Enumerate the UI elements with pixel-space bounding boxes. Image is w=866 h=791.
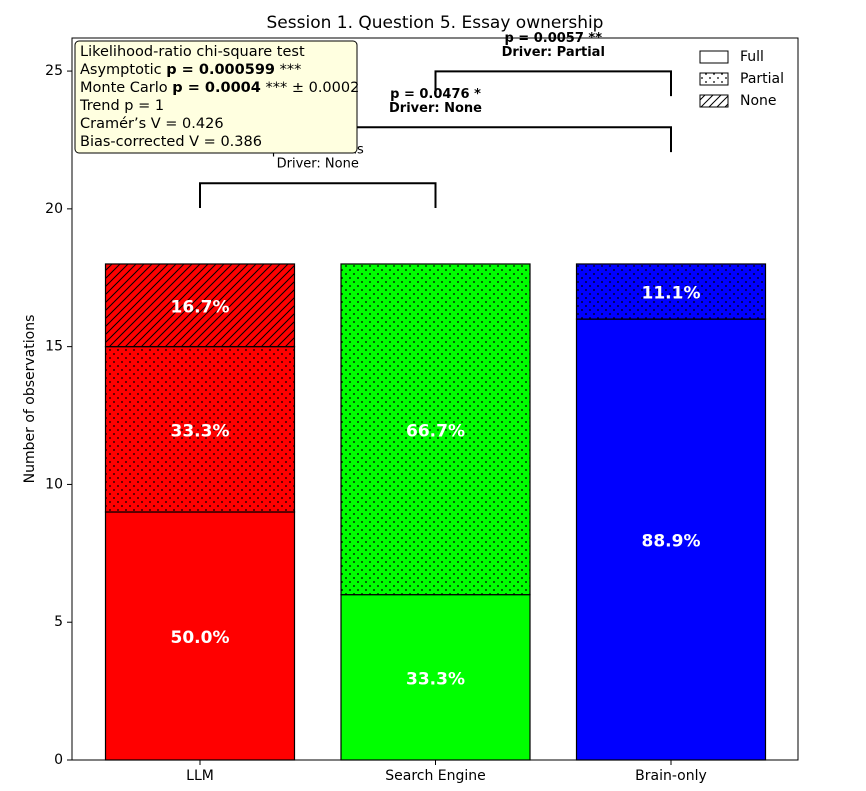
y-axis-label: Number of observations <box>22 315 38 484</box>
y-tick-label: 0 <box>54 752 63 768</box>
legend-swatch <box>699 72 729 86</box>
y-tick-label: 25 <box>45 63 63 79</box>
bar-segment <box>575 263 767 320</box>
bar-segment <box>340 263 531 596</box>
bracket-label: p = 0.0057 ** <box>504 31 602 46</box>
x-tick-label: Brain-only <box>635 768 707 784</box>
bracket-label: Driver: None <box>277 157 359 172</box>
value-label: 33.3% <box>171 421 230 441</box>
stats-text: *** <box>275 62 301 78</box>
bar-segment <box>104 511 296 761</box>
stats-line: Bias-corrected V = 0.386 <box>80 134 262 150</box>
stats-text: Likelihood-ratio chi-square test <box>80 44 305 60</box>
bar-segment <box>575 318 767 761</box>
legend-label: Partial <box>740 71 784 87</box>
x-tick-label: Search Engine <box>385 768 486 784</box>
bracket-label: Driver: Partial <box>502 45 605 60</box>
value-label: 16.7% <box>171 297 230 317</box>
stats-text: Bias-corrected V = 0.386 <box>80 134 262 150</box>
stats-line: Likelihood-ratio chi-square test <box>80 44 305 60</box>
y-tick-label: 15 <box>45 339 63 355</box>
stats-text: p = 0.0004 <box>172 80 261 96</box>
legend-swatch <box>699 50 729 64</box>
stats-text: Monte Carlo <box>80 80 172 96</box>
chart-title: Session 1. Question 5. Essay ownership <box>267 13 604 33</box>
bar-segment <box>340 594 531 761</box>
stats-text: *** ± 0.0002 <box>261 80 359 96</box>
legend-swatch <box>699 94 729 108</box>
stats-line: Asymptotic p = 0.000599 *** <box>80 62 301 78</box>
stats-text: Asymptotic <box>80 62 166 78</box>
y-tick-label: 5 <box>54 614 63 630</box>
stats-text: Trend p = 1 <box>79 98 164 114</box>
value-label: 11.1% <box>642 284 701 304</box>
x-tick-label: LLM <box>186 768 214 784</box>
legend-label: None <box>740 93 777 109</box>
stats-text: Cramér’s V = 0.426 <box>80 116 224 132</box>
bracket-label: Driver: None <box>389 101 482 116</box>
stats-line: Monte Carlo p = 0.0004 *** ± 0.0002 <box>80 80 359 96</box>
stats-text: p = 0.000599 <box>166 62 275 78</box>
bar-segment <box>104 263 296 348</box>
stats-line: Cramér’s V = 0.426 <box>80 116 224 132</box>
legend-label: Full <box>740 49 764 65</box>
y-tick-label: 20 <box>45 201 63 217</box>
value-label: 66.7% <box>406 421 465 441</box>
y-tick-label: 10 <box>45 476 63 492</box>
value-label: 50.0% <box>171 628 230 648</box>
value-label: 33.3% <box>406 669 465 689</box>
bracket <box>199 182 437 209</box>
bar-segment <box>104 346 296 513</box>
stats-box <box>74 40 358 154</box>
value-label: 88.9% <box>642 532 701 552</box>
stats-line: Trend p = 1 <box>79 98 164 114</box>
bracket <box>434 70 672 97</box>
